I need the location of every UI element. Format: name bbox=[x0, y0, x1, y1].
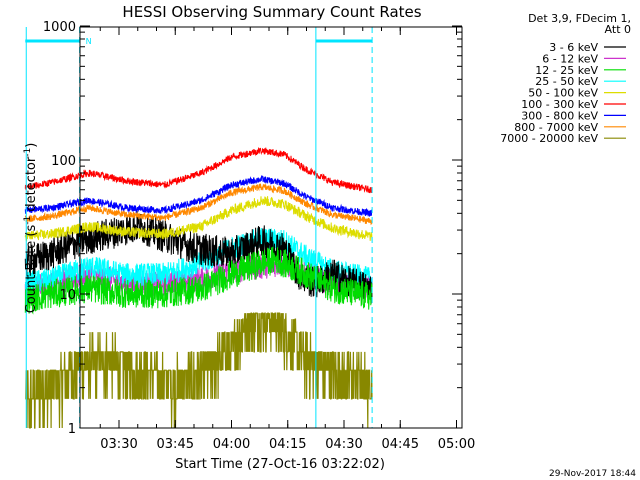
y-tick-label: 1 bbox=[68, 422, 76, 437]
legend-header-line: Att 0 bbox=[605, 23, 631, 36]
y-axis-label: Count Rate (s-1 detector-1) bbox=[23, 143, 39, 314]
x-tick-label: 03:45 bbox=[157, 437, 194, 452]
series-line-8 bbox=[25, 312, 373, 429]
night-marker-label: N bbox=[86, 37, 92, 46]
y-tick-label: 1000 bbox=[43, 20, 76, 35]
y-axis-label-part-1: Count Rate (s bbox=[24, 225, 39, 314]
y-tick-label: 10 bbox=[59, 288, 76, 303]
legend-header-line: Det 3,9, FDecim 1, bbox=[528, 12, 631, 25]
x-tick-label: 04:45 bbox=[382, 437, 419, 452]
legend-entry-label: 25 - 50 keV bbox=[535, 75, 598, 88]
series-line-4 bbox=[24, 196, 373, 242]
y-axis-label-part-3: ) bbox=[24, 143, 39, 148]
legend-entry-label: 12 - 25 keV bbox=[535, 64, 598, 77]
y-axis-label-part-2: detector bbox=[24, 156, 39, 216]
x-tick-label: 04:15 bbox=[269, 437, 306, 452]
series-line-2 bbox=[24, 246, 373, 315]
legend-entry-label: 6 - 12 keV bbox=[542, 52, 598, 65]
chart-title: HESSI Observing Summary Count Rates bbox=[122, 3, 421, 21]
axes: N 03:30 03:45 04:00 04:15 04:30 04:45 05:00 1 10 1… bbox=[25, 20, 475, 452]
series-line-5 bbox=[24, 146, 373, 194]
plot-frame bbox=[79, 26, 463, 429]
x-tick-label: 03:30 bbox=[100, 437, 137, 452]
legend-entry-label: 50 - 100 keV bbox=[528, 87, 598, 100]
legend-entry-label: 7000 - 20000 keV bbox=[500, 132, 598, 145]
plot-area bbox=[24, 146, 373, 429]
x-tick-label: 05:00 bbox=[438, 437, 475, 452]
x-axis-label: Start Time (27-Oct-16 03:22:02) bbox=[175, 457, 385, 472]
y-axis-label-sup-2: -1 bbox=[23, 148, 33, 157]
y-tick-label: 100 bbox=[51, 154, 76, 169]
x-tick-label: 04:00 bbox=[213, 437, 250, 452]
series-line-7 bbox=[24, 183, 373, 226]
series-line-6 bbox=[24, 175, 373, 217]
footer-date: 29-Nov-2017 18:44 bbox=[549, 469, 636, 479]
x-tick-label: 04:30 bbox=[325, 437, 362, 452]
legend-header: Det 3,9, FDecim 1,Att 0 bbox=[528, 12, 631, 36]
y-axis-label-sup-1: -1 bbox=[23, 216, 33, 225]
legend-entry-label: 800 - 7000 keV bbox=[514, 121, 598, 134]
legend-entry-label: 300 - 800 keV bbox=[521, 109, 598, 122]
series-line-3 bbox=[24, 227, 373, 295]
legend-entry-label: 3 - 6 keV bbox=[549, 41, 598, 54]
legend-entry-label: 100 - 300 keV bbox=[521, 98, 598, 111]
